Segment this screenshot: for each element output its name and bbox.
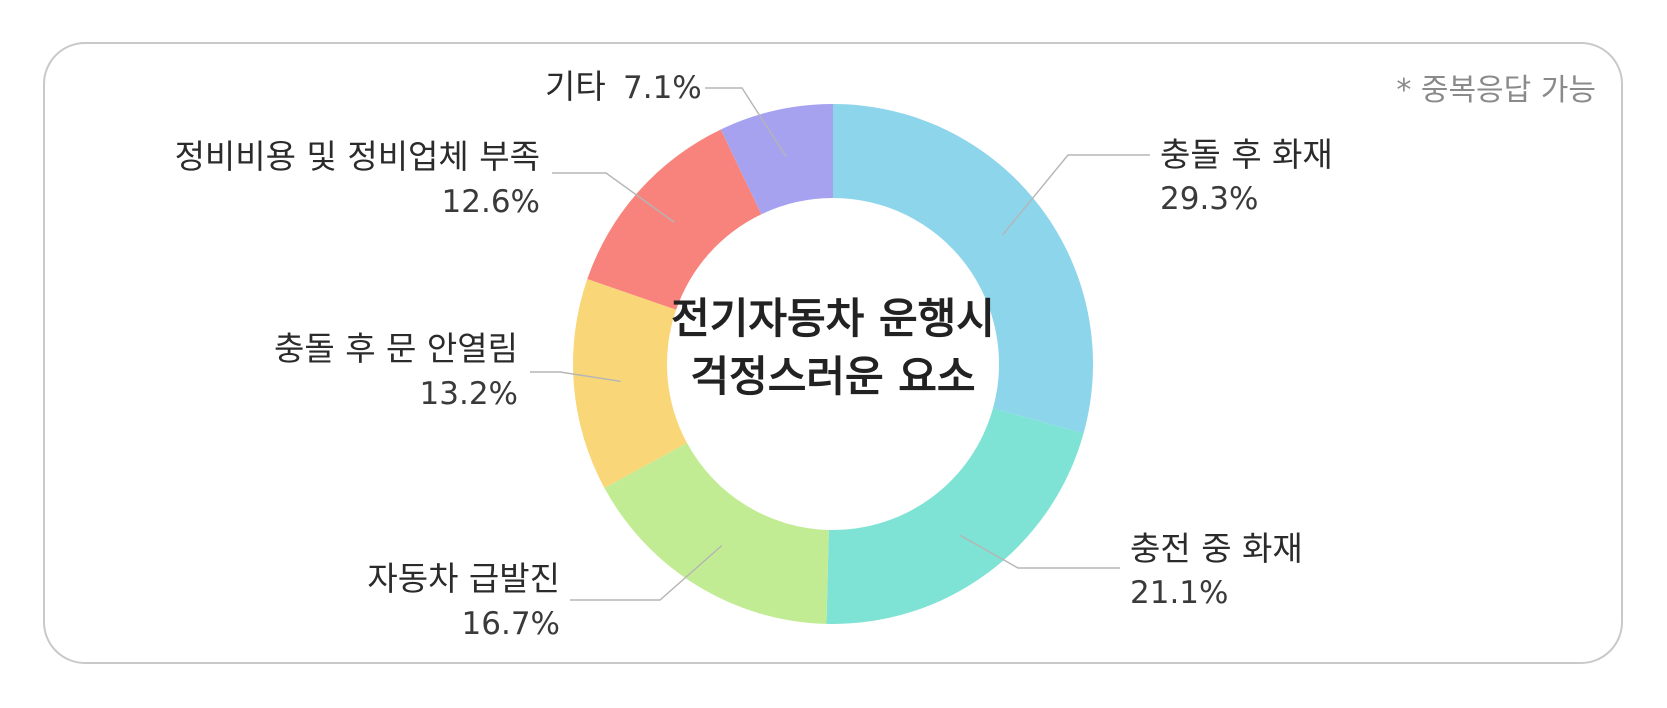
slice-collision-fire xyxy=(833,104,1093,434)
slice-label-sudden-acceleration: 자동차 급발진 xyxy=(367,559,560,598)
leader-line-collision-fire xyxy=(1001,154,1150,236)
leader-line-door-not-opening xyxy=(530,371,621,383)
note-text: * 중복응답 가능 xyxy=(1396,73,1596,108)
slice-value-repair-cost: 12.6% xyxy=(442,184,540,220)
slice-value-collision-fire: 29.3% xyxy=(1160,181,1258,217)
slice-repair-cost xyxy=(587,129,762,310)
slice-label-repair-cost: 정비비용 및 정비업체 부족 xyxy=(175,137,540,176)
leader-lines xyxy=(530,87,1150,601)
slice-door-not-opening xyxy=(573,279,688,488)
leader-line-other xyxy=(705,87,787,157)
slice-sudden-acceleration xyxy=(604,443,829,624)
slice-charging-fire xyxy=(826,408,1084,624)
chart-frame xyxy=(43,42,1623,664)
slice-label-door-not-opening: 충돌 후 문 안열림 xyxy=(274,329,518,368)
slice-other xyxy=(720,104,833,215)
leader-line-charging-fire xyxy=(959,534,1120,569)
leader-line-repair-cost xyxy=(552,172,675,223)
slice-value-door-not-opening: 13.2% xyxy=(420,376,518,412)
slice-label-collision-fire: 충돌 후 화재 xyxy=(1160,135,1333,174)
slice-value-sudden-acceleration: 16.7% xyxy=(462,606,560,642)
slice-label-other: 기타 xyxy=(545,67,606,106)
slice-label-charging-fire: 충전 중 화재 xyxy=(1130,529,1303,568)
chart-title-line-1: 전기자동차 운행시 xyxy=(671,294,995,343)
leader-line-sudden-acceleration xyxy=(570,545,723,601)
slice-value-charging-fire: 21.1% xyxy=(1130,575,1228,611)
chart-title-line-2: 걱정스러운 요소 xyxy=(690,352,975,401)
slice-value-other: 7.1% xyxy=(623,70,702,106)
donut-slices xyxy=(573,104,1093,624)
